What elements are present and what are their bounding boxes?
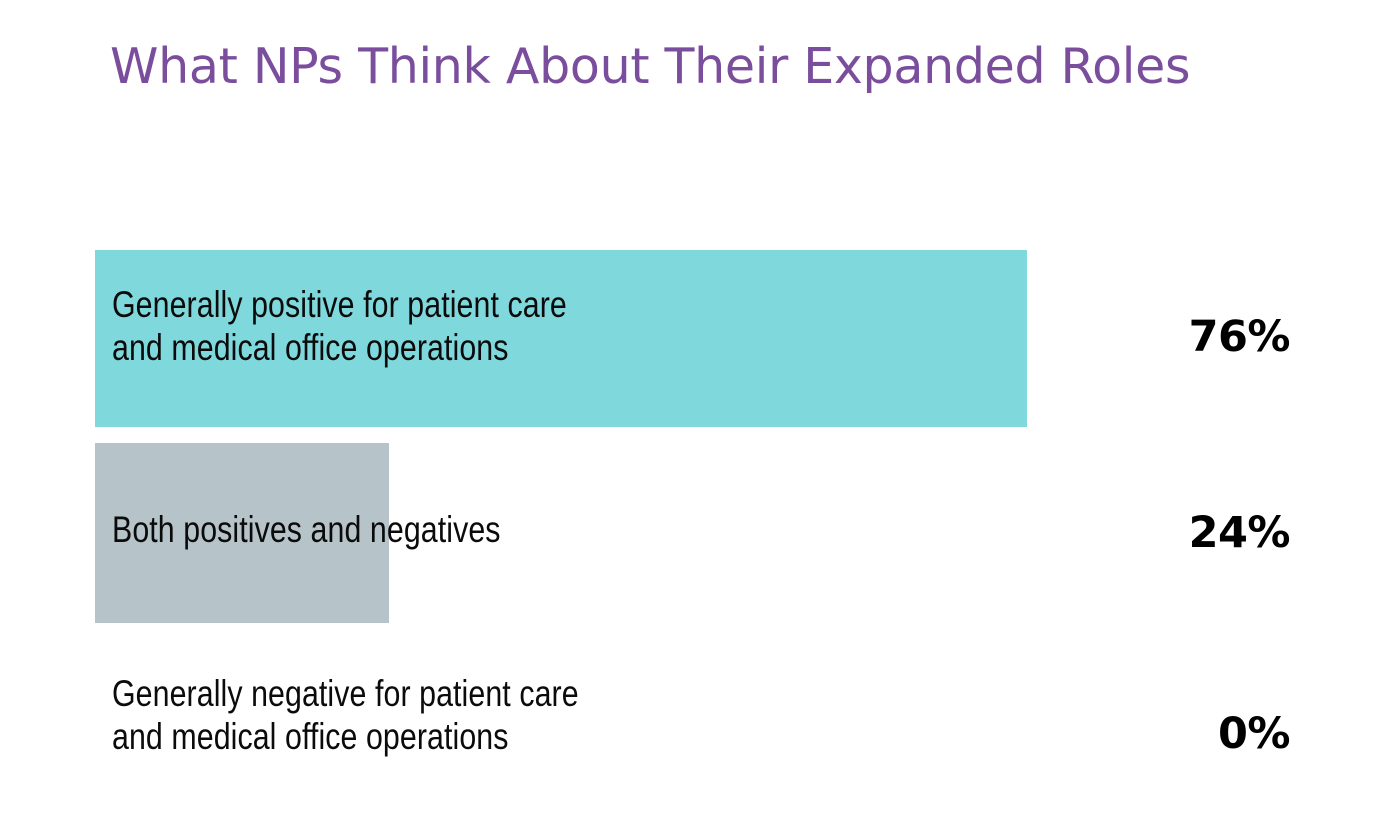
bar-row: Both positives and negatives 24% (0, 443, 1380, 623)
bar-value-label: 0% (1217, 709, 1291, 759)
bar-row: Generally positive for patient care and … (0, 250, 1380, 427)
page-title: What NPs Think About Their Expanded Role… (110, 38, 1191, 95)
bar-value-label: 24% (1188, 508, 1291, 558)
bar-category-label: Generally negative for patient care and … (112, 673, 579, 757)
bar-category-label: Generally positive for patient care and … (112, 284, 567, 368)
bar-fill (95, 443, 390, 623)
bar-track (95, 250, 1027, 427)
bar-value-label: 76% (1188, 312, 1291, 362)
bar-row: Generally negative for patient care and … (0, 649, 1380, 829)
bar-chart: Generally positive for patient care and … (0, 240, 1380, 800)
bar-category-label: Both positives and negatives (112, 509, 501, 550)
bar-track (95, 443, 390, 623)
bar-fill (95, 250, 1027, 427)
